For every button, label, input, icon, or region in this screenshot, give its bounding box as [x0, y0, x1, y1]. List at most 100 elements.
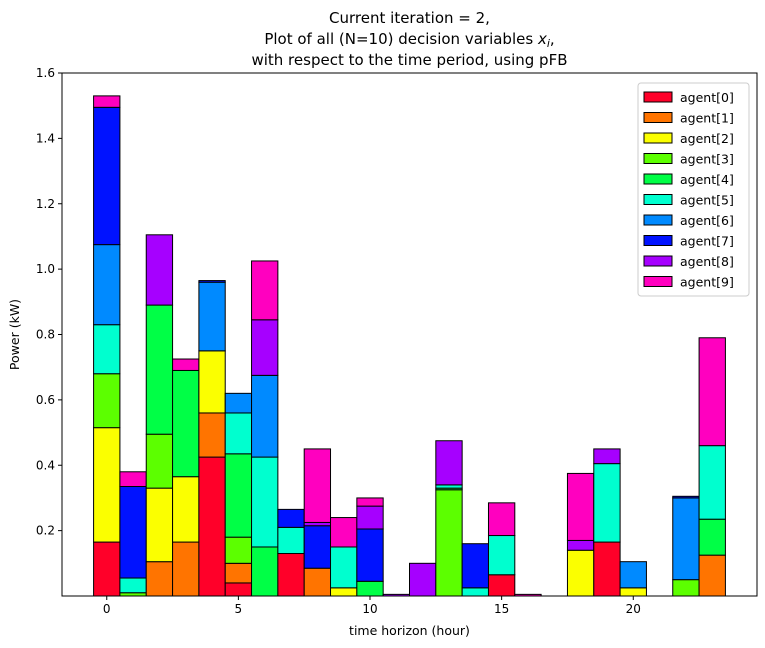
- bar-segment: [198, 280, 226, 283]
- bar-segment: [224, 453, 253, 538]
- bar-segment: [330, 517, 358, 548]
- x-tick-label: 0: [103, 602, 111, 616]
- bar-segment: [356, 505, 384, 530]
- bar-segment: [93, 427, 121, 543]
- legend-swatch: [643, 173, 673, 185]
- bar-segment: [303, 567, 332, 597]
- bar-segment: [172, 476, 200, 543]
- x-axis-label: time horizon (hour): [349, 623, 470, 638]
- legend-swatch: [643, 276, 673, 287]
- bar-segment: [119, 577, 147, 594]
- bar-segment: [198, 412, 226, 458]
- bar-segment: [198, 350, 226, 414]
- title-line: Plot of all (N=10) decision variables xi…: [264, 30, 554, 50]
- bar-segment: [277, 553, 305, 597]
- y-tick-label: 1.4: [36, 131, 55, 145]
- bar-segment: [330, 546, 358, 589]
- bar-segment: [487, 574, 516, 597]
- bar-segment: [224, 582, 253, 597]
- bar-segment: [461, 543, 489, 589]
- bar-segment: [461, 587, 489, 597]
- legend-swatch: [643, 194, 673, 205]
- bars: [93, 95, 726, 597]
- legend: agent[0] agent[1] agent[2] agent[3] agent[4]…: [637, 82, 750, 297]
- bar-segment: [566, 472, 595, 541]
- legend-label: agent[7]: [680, 234, 734, 249]
- y-tick-label: 1.2: [36, 197, 55, 211]
- y-tick-label: 1.6: [36, 66, 55, 80]
- chart-title: Current iteration = 2, Plot of all (N=10)…: [251, 9, 567, 69]
- x-tick-label: 10: [362, 602, 377, 616]
- legend-swatch: [643, 255, 673, 267]
- legend-label: agent[9]: [680, 275, 734, 290]
- bar-segment: [172, 369, 200, 478]
- bar-segment: [145, 433, 174, 489]
- bar-segment: [619, 561, 647, 589]
- bar-segment: [224, 536, 253, 564]
- bar-segment: [330, 587, 358, 597]
- legend-label: agent[6]: [680, 213, 734, 228]
- bar-segment: [593, 463, 621, 543]
- bar-segment: [487, 502, 516, 537]
- y-axis: 0.2 0.4 0.6 0.8 1.0 1.2 1.4 1.6: [36, 66, 62, 538]
- bar-segment: [435, 440, 463, 486]
- bar-segment: [145, 561, 174, 597]
- y-tick-label: 0.4: [36, 458, 55, 472]
- bar-segment: [93, 95, 121, 108]
- bar-segment: [93, 324, 121, 375]
- bar-segment: [251, 319, 279, 376]
- bar-segment: [303, 448, 332, 523]
- bar-segment: [93, 106, 121, 246]
- bar-segment: [145, 234, 174, 306]
- bar-segment: [93, 244, 121, 326]
- title-line: with respect to the time period, using p…: [251, 51, 567, 69]
- bar-segment: [224, 392, 253, 414]
- bar-segment: [198, 281, 226, 352]
- y-axis-label: Power (kW): [7, 299, 22, 370]
- legend-swatch: [643, 214, 673, 226]
- bar-segment: [198, 456, 226, 597]
- x-tick-label: 5: [235, 602, 243, 616]
- bar-segment: [593, 448, 621, 465]
- legend-swatch: [643, 235, 673, 246]
- title-line: Current iteration = 2,: [329, 9, 490, 27]
- bar-segment: [224, 562, 253, 584]
- bar-segment: [409, 562, 437, 597]
- legend-label: agent[0]: [680, 90, 734, 105]
- bar-segment: [619, 587, 647, 597]
- bar-segment: [566, 539, 595, 551]
- bar-segment: [356, 528, 384, 582]
- bar-segment: [93, 373, 121, 429]
- legend-label: agent[1]: [680, 111, 734, 126]
- bar-segment: [251, 546, 279, 597]
- bar-segment: [251, 374, 279, 458]
- bar-segment: [145, 487, 174, 563]
- y-tick-label: 0.2: [36, 524, 55, 538]
- legend-swatch: [643, 153, 673, 164]
- bar-segment: [251, 260, 279, 321]
- x-axis: 0 5 10 15 20: [103, 596, 641, 616]
- bar-segment: [487, 535, 516, 576]
- legend-label: agent[8]: [680, 254, 734, 269]
- x-tick-label: 20: [626, 602, 641, 616]
- bar-segment: [356, 580, 384, 597]
- bar-segment: [356, 497, 384, 507]
- y-tick-label: 1.0: [36, 262, 55, 276]
- bar-segment: [251, 456, 279, 548]
- legend-label: agent[5]: [680, 193, 734, 208]
- bar-segment: [698, 337, 726, 447]
- legend-label: agent[3]: [680, 152, 734, 167]
- legend-swatch: [643, 132, 673, 144]
- bar-segment: [172, 358, 200, 371]
- y-tick-label: 0.6: [36, 393, 55, 407]
- legend-label: agent[2]: [680, 131, 734, 146]
- bar-segment: [145, 304, 174, 435]
- bar-segment: [672, 497, 700, 581]
- bar-segment: [277, 508, 305, 528]
- legend-swatch: [643, 112, 673, 123]
- bar-segment: [672, 495, 700, 499]
- y-tick-label: 0.8: [36, 328, 55, 342]
- x-tick-label: 15: [494, 602, 509, 616]
- bar-segment: [435, 489, 463, 597]
